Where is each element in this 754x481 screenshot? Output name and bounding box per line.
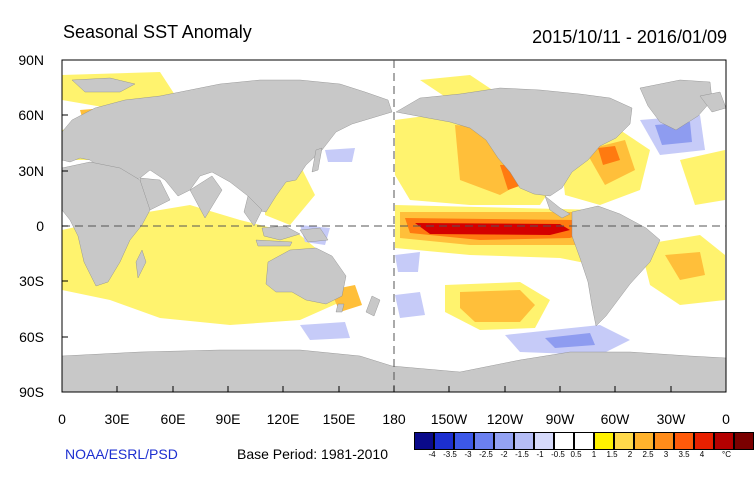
lon-label-0: 0 [58, 411, 66, 427]
lon-label-60e: 60E [160, 411, 186, 427]
lon-label-150w: 150W [430, 411, 468, 427]
africa [61, 161, 151, 287]
lat-label-90n: 90N [18, 52, 44, 68]
colorbar-swatch [674, 432, 694, 450]
colorbar-swatch [734, 432, 754, 450]
colorbar-swatch [414, 432, 434, 450]
greenland [639, 79, 713, 131]
colorbar-tick-label: -3 [464, 450, 472, 459]
lon-label-180: 180 [382, 411, 406, 427]
colorbar-swatch [454, 432, 474, 450]
lon-label-120w: 120W [486, 411, 524, 427]
colorbar-swatch [694, 432, 714, 450]
colorbar-tick-label: -2 [500, 450, 508, 459]
lon-label-30w: 30W [656, 411, 686, 427]
colorbar-tick-label: -1 [536, 450, 544, 459]
colorbar-tick-label: 2.5 [642, 450, 654, 459]
colorbar-swatch [614, 432, 634, 450]
colorbar-swatch [534, 432, 554, 450]
colorbar-tick-label: -3.5 [443, 450, 457, 459]
colorbar-unit: °C [722, 450, 731, 459]
colorbar-tick-label: -0.5 [551, 450, 565, 459]
lon-label-150e: 150E [322, 411, 356, 427]
colorbar-swatch [634, 432, 654, 450]
date-range: 2015/10/11 - 2016/01/09 [532, 27, 727, 47]
colorbar-swatch [654, 432, 674, 450]
colorbar-tick-label: 4 [699, 450, 705, 459]
colorbar-swatch [714, 432, 734, 450]
colorbar-swatch [474, 432, 494, 450]
colorbar-swatch [434, 432, 454, 450]
lat-label-60n: 60N [18, 107, 44, 123]
colorbar-tick-label: 1.5 [606, 450, 618, 459]
colorbar [414, 432, 754, 450]
land-masses [61, 77, 727, 393]
lat-label-90s: 90S [19, 384, 44, 400]
colorbar-tick-label: -2.5 [479, 450, 493, 459]
lon-label-120e: 120E [266, 411, 300, 427]
lon-label-90e: 90E [215, 411, 241, 427]
colorbar-tick-label: -4 [428, 450, 436, 459]
colorbar-swatch [554, 432, 574, 450]
credit-text: NOAA/ESRL/PSD [65, 446, 178, 462]
colorbar-tick-label: 3 [663, 450, 669, 459]
south-america [571, 205, 661, 327]
north-america [395, 87, 633, 197]
colorbar-swatch [514, 432, 534, 450]
lon-label-0-end: 0 [722, 411, 730, 427]
lon-label-90w: 90W [545, 411, 575, 427]
colorbar-tick-label: 1 [591, 450, 597, 459]
lon-label-60w: 60W [600, 411, 630, 427]
lat-label-equator: 0 [36, 218, 44, 234]
colorbar-swatch [574, 432, 594, 450]
lat-label-30n: 30N [18, 163, 44, 179]
colorbar-tick-label: 0.5 [570, 450, 582, 459]
colorbar-swatch [494, 432, 514, 450]
axis-ticks [61, 59, 727, 393]
map-title: Seasonal SST Anomaly [63, 22, 252, 42]
cool-anomaly-mid [545, 122, 692, 348]
base-period: Base Period: 1981-2010 [237, 446, 388, 462]
australia [265, 247, 347, 305]
colorbar-swatch [594, 432, 614, 450]
warm-anomaly-peak [415, 223, 570, 235]
colorbar-tick-label: -1.5 [515, 450, 529, 459]
colorbar-tick-label: 2 [627, 450, 633, 459]
lon-label-30e: 30E [104, 411, 130, 427]
lat-label-30s: 30S [19, 273, 44, 289]
lat-label-60s: 60S [19, 329, 44, 345]
colorbar-tick-label: 3.5 [678, 450, 690, 459]
